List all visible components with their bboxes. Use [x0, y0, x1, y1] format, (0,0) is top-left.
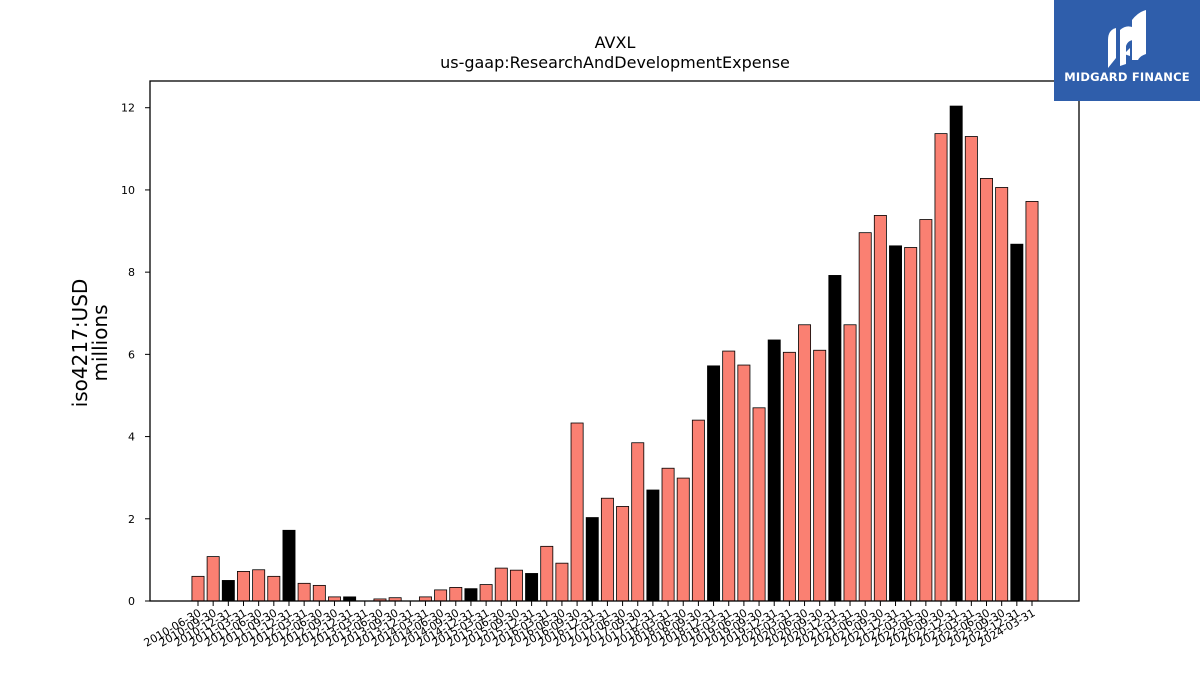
bar-2010-12-31: [221, 580, 235, 602]
bar-2017-06-30: [616, 506, 630, 602]
x-axis: 2010-06-302010-09-302010-12-312011-03-31…: [142, 601, 1038, 650]
bar-2010-09-30: [206, 556, 220, 602]
logo-mark-icon: [1108, 10, 1146, 68]
logo-text: MIDGARD FINANCE: [1064, 70, 1190, 84]
y-tick-label: 2: [128, 513, 135, 526]
bar-2024-03-31: [1025, 201, 1039, 602]
midgard-finance-logo: MIDGARD FINANCE: [1054, 0, 1200, 101]
bars: [191, 105, 1039, 602]
bar-2023-09-30: [995, 187, 1009, 602]
bar-2014-09-30: [449, 587, 463, 602]
bar-2018-09-30: [691, 419, 705, 602]
bar-2018-12-31: [707, 365, 721, 602]
bar-2018-06-30: [676, 477, 690, 602]
bar-2011-06-30: [252, 569, 266, 602]
bar-2014-12-31: [464, 588, 478, 602]
bar-2016-06-30: [555, 562, 569, 602]
bar-2021-06-30: [858, 232, 872, 602]
bar-2021-12-31: [889, 245, 902, 602]
y-axis-label: iso4217:USD: [68, 279, 92, 408]
bar-2019-12-31: [767, 339, 781, 602]
bar-2021-03-31: [843, 324, 857, 602]
bar-2015-12-31: [525, 573, 539, 602]
y-axis: 0 2 4 6 8 10 12: [121, 102, 150, 608]
y-tick-label: 0: [128, 595, 135, 608]
bar-2011-03-31: [237, 571, 250, 602]
bar-2020-12-31: [828, 275, 842, 602]
bar-2022-03-31: [904, 247, 918, 602]
bar-2011-12-31: [282, 529, 296, 602]
bar-2012-03-31: [297, 582, 311, 602]
plot-frame: [149, 80, 1080, 602]
bar-2016-03-31: [540, 545, 554, 602]
bar-2010-06-30: [191, 575, 205, 602]
bar-2017-09-30: [631, 442, 645, 602]
bar-2015-06-30: [494, 567, 508, 602]
bar-2011-09-30: [267, 575, 281, 602]
y-tick-label: 6: [128, 348, 135, 361]
bar-2022-12-31: [949, 105, 963, 602]
chart-title: AVXL: [595, 33, 636, 52]
bar-2020-06-30: [798, 324, 812, 602]
bar-2017-03-31: [600, 497, 614, 602]
bar-2017-12-31: [646, 489, 660, 602]
bar-2016-09-30: [570, 422, 584, 602]
bar-2018-03-31: [661, 467, 675, 602]
bar-2023-03-31: [964, 136, 978, 602]
bar-2014-06-30: [434, 589, 448, 602]
bar-2016-12-31: [585, 517, 599, 602]
bar-2023-06-30: [980, 178, 993, 602]
y-axis-label-units: millions: [88, 304, 112, 381]
bar-2023-12-31: [1010, 243, 1024, 602]
bar-2020-03-31: [782, 351, 796, 602]
bar-2012-06-30: [312, 584, 326, 602]
chart-subtitle: us-gaap:ResearchAndDevelopmentExpense: [440, 53, 790, 72]
y-tick-label: 12: [121, 102, 135, 115]
bar-2015-09-30: [509, 569, 523, 602]
y-tick-label: 8: [128, 266, 135, 279]
bar-2021-09-30: [873, 215, 887, 602]
y-tick-label: 10: [121, 184, 135, 197]
y-tick-label: 4: [128, 431, 135, 444]
bar-2022-09-30: [934, 133, 948, 602]
bar-2019-06-30: [737, 364, 751, 602]
bar-2015-03-31: [479, 584, 493, 602]
bar-2019-03-31: [722, 350, 736, 602]
bar-2019-09-30: [752, 407, 766, 602]
bar-2020-09-30: [813, 349, 827, 602]
bar-2022-06-30: [919, 219, 933, 602]
